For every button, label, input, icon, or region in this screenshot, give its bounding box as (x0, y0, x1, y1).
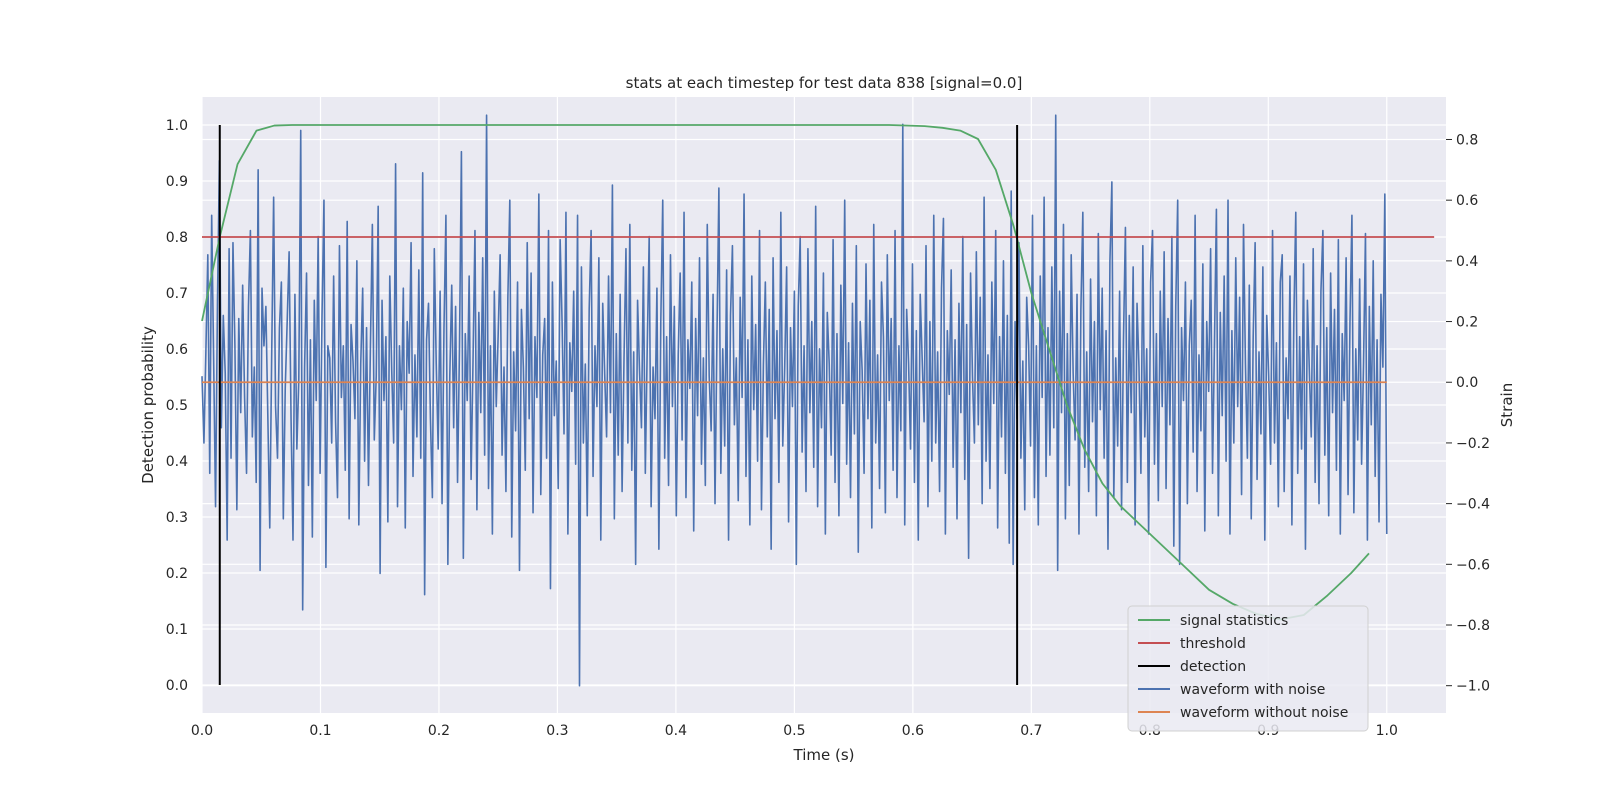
y-tick-label-right: −0.4 (1456, 497, 1490, 513)
y-tick-label-right: 0.0 (1456, 375, 1478, 391)
y-tick-label-left: 0.2 (166, 566, 188, 582)
y-tick-label-right: 0.4 (1456, 254, 1478, 270)
legend-entry: waveform without noise (1180, 705, 1348, 721)
chart-title: stats at each timestep for test data 838… (626, 74, 1023, 92)
axes-layer: 0.0 0.1 0.2 0.3 0.4 0.5 0.6 0.7 0.8 0.9 1.0 0.0 0.1 0… (166, 118, 1490, 739)
x-tick-label: 0.4 (665, 723, 687, 739)
y-tick-label-right: −0.2 (1456, 436, 1490, 452)
x-tick-label: 0.0 (191, 723, 213, 739)
legend-entry: waveform with noise (1180, 682, 1325, 698)
y-tick-label-right: −0.6 (1456, 557, 1490, 573)
y-tick-label-right: 0.6 (1456, 193, 1478, 209)
y-tick-label-left: 0.5 (166, 398, 188, 414)
y-tick-label-left: 0.3 (166, 510, 188, 526)
x-tick-label: 0.1 (309, 723, 331, 739)
legend-entry: detection (1180, 659, 1246, 675)
y-tick-label-left: 0.1 (166, 622, 188, 638)
legend-box (1127, 605, 1369, 732)
y-tick-label-right: −1.0 (1456, 679, 1490, 695)
x-axis-label: Time (s) (793, 746, 855, 764)
x-tick-label: 0.7 (1020, 723, 1042, 739)
legend: signal statistics threshold detection wavef… (1127, 605, 1369, 732)
y-tick-label-left: 0.4 (166, 454, 188, 470)
y-axis-label-right: Strain (1498, 383, 1516, 427)
y-tick-label-left: 0.6 (166, 342, 188, 358)
y-tick-label-left: 1.0 (166, 118, 188, 134)
y-axis-label-left: Detection probability (139, 326, 157, 484)
x-tick-label: 0.5 (783, 723, 805, 739)
x-tick-label: 0.2 (428, 723, 450, 739)
y-tick-label-right: 0.2 (1456, 315, 1478, 331)
y-tick-label-left: 0.0 (166, 678, 188, 694)
y-tick-label-right: −0.8 (1456, 618, 1490, 634)
legend-entry: signal statistics (1180, 613, 1288, 629)
y-tick-label-right: 0.8 (1456, 132, 1478, 148)
legend-entry: threshold (1180, 636, 1246, 652)
x-tick-label: 1.0 (1376, 723, 1398, 739)
x-tick-label: 0.3 (546, 723, 568, 739)
y-tick-label-left: 0.9 (166, 174, 188, 190)
x-tick-label: 0.6 (902, 723, 924, 739)
waveform-with-noise-line (201, 114, 1388, 687)
y-tick-label-left: 0.7 (166, 286, 188, 302)
y-tick-label-left: 0.8 (166, 230, 188, 246)
